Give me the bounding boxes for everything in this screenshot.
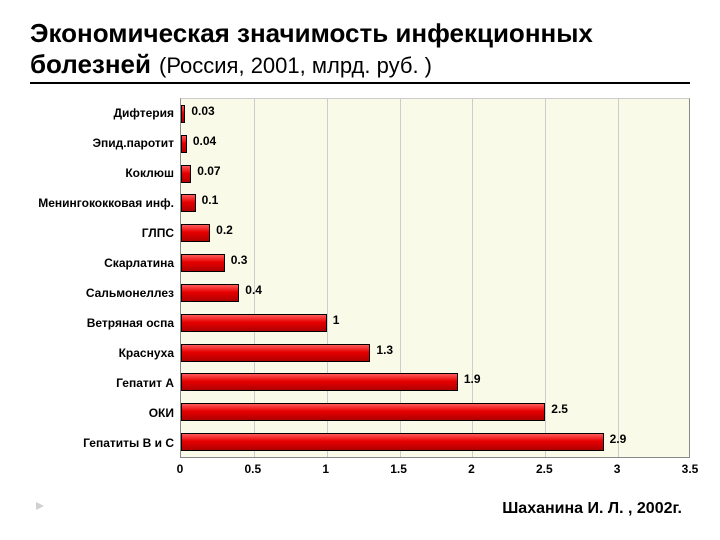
- bar-value-label: 1.3: [376, 343, 393, 357]
- bar-value-label: 2.9: [610, 432, 627, 446]
- bar-row: 1.3: [181, 338, 689, 368]
- category-label: Ветряная оспа: [30, 308, 174, 338]
- bar-row: 0.1: [181, 188, 689, 218]
- bar-value-label: 0.03: [191, 104, 214, 118]
- category-label: ОКИ: [30, 398, 174, 428]
- bar-value-label: 0.3: [231, 253, 248, 267]
- title-subtitle: (Россия, 2001, млрд. руб. ): [159, 53, 432, 79]
- bar-row: 0.07: [181, 159, 689, 189]
- bar: [181, 344, 370, 362]
- bar-row: 0.3: [181, 248, 689, 278]
- bar: [181, 105, 185, 123]
- credit-text: Шаханина И. Л. , 2002г.: [502, 500, 682, 518]
- category-label: ГЛПС: [30, 218, 174, 248]
- x-tick-label: 0.5: [245, 462, 262, 476]
- title-line2a: болезней: [30, 49, 151, 80]
- bar: [181, 373, 458, 391]
- plot-area: 0.03 0.04 0.07 0.1 0.2 0.3 0.4 1 1.3 1.9 2.5 2.9: [180, 98, 690, 458]
- bar-row: 0.2: [181, 218, 689, 248]
- x-tick-label: 2: [468, 462, 475, 476]
- title-line1: Экономическая значимость инфекционных: [30, 18, 593, 49]
- bar-value-label: 0.04: [193, 134, 216, 148]
- bar-value-label: 0.07: [197, 164, 220, 178]
- x-tick-label: 1.5: [390, 462, 407, 476]
- chart: ДифтерияЭпид.паротитКоклюшМенингококкова…: [30, 98, 690, 488]
- bar: [181, 433, 604, 451]
- category-label: Краснуха: [30, 338, 174, 368]
- y-axis-labels: ДифтерияЭпид.паротитКоклюшМенингококкова…: [30, 98, 180, 458]
- bullet-icon: [34, 500, 46, 512]
- x-tick-label: 0: [177, 462, 184, 476]
- category-label: Скарлатина: [30, 248, 174, 278]
- bar-row: 2.9: [181, 427, 689, 457]
- bar: [181, 194, 196, 212]
- bar-row: 0.04: [181, 129, 689, 159]
- x-tick-label: 2.5: [536, 462, 553, 476]
- category-label: Гепатиты В и С: [30, 428, 174, 458]
- bar-row: 1: [181, 308, 689, 338]
- bar-row: 2.5: [181, 397, 689, 427]
- category-label: Сальмонеллез: [30, 278, 174, 308]
- bar-row: 0.03: [181, 99, 689, 129]
- bar: [181, 254, 225, 272]
- category-label: Менингококковая инф.: [30, 188, 174, 218]
- bar: [181, 224, 210, 242]
- category-label: Дифтерия: [30, 98, 174, 128]
- bar-row: 1.9: [181, 367, 689, 397]
- x-axis: 00.511.522.533.5: [180, 458, 690, 488]
- bar: [181, 314, 327, 332]
- bar: [181, 165, 191, 183]
- bar: [181, 403, 545, 421]
- bar-value-label: 1: [333, 313, 340, 327]
- bar-row: 0.4: [181, 278, 689, 308]
- x-tick-label: 1: [322, 462, 329, 476]
- bar: [181, 284, 239, 302]
- x-tick-label: 3.5: [682, 462, 699, 476]
- bar-value-label: 2.5: [551, 402, 568, 416]
- title-block: Экономическая значимость инфекционных бо…: [30, 18, 690, 84]
- bar: [181, 135, 187, 153]
- bar-value-label: 0.2: [216, 223, 233, 237]
- x-tick-label: 3: [614, 462, 621, 476]
- bars-container: 0.03 0.04 0.07 0.1 0.2 0.3 0.4 1 1.3 1.9 2.5 2.9: [181, 99, 689, 457]
- bar-value-label: 0.4: [245, 283, 262, 297]
- category-label: Эпид.паротит: [30, 128, 174, 158]
- category-label: Коклюш: [30, 158, 174, 188]
- bar-value-label: 1.9: [464, 372, 481, 386]
- bar-value-label: 0.1: [202, 193, 219, 207]
- category-label: Гепатит А: [30, 368, 174, 398]
